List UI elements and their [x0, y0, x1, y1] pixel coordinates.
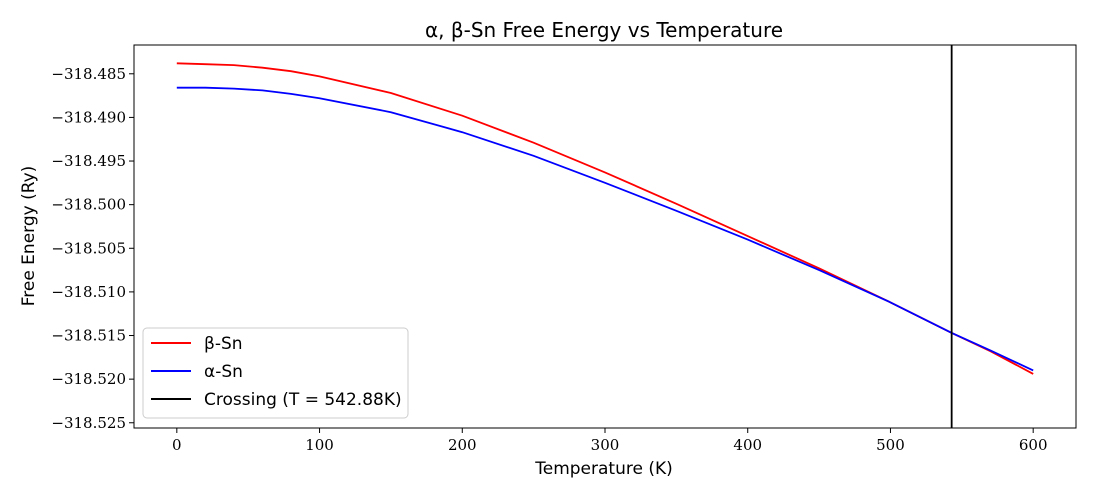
y-tick-label: −318.510 [51, 283, 126, 301]
y-tick-label: −318.515 [51, 327, 126, 345]
x-tick-label: 200 [448, 436, 477, 454]
x-tick-label: 0 [172, 436, 182, 454]
y-tick-label: −318.525 [51, 414, 126, 432]
series-line-alpha-sn [176, 86, 1034, 372]
legend-label-beta: β-Sn [204, 334, 243, 354]
y-axis-title: Free Energy (Ry) [19, 166, 39, 307]
y-tick-label: −318.490 [51, 108, 126, 126]
legend-label-crossing: Crossing (T = 542.88K) [204, 390, 402, 410]
y-tick-label: −318.520 [51, 370, 126, 388]
x-axis-title: Temperature (K) [534, 459, 673, 479]
x-tick-label: 400 [733, 436, 762, 454]
plot-frame [133, 44, 1077, 429]
legend-label-alpha: α-Sn [204, 362, 243, 382]
y-tick-label: −318.500 [51, 196, 126, 214]
x-tick-label: 500 [876, 436, 905, 454]
y-tick-label: −318.495 [51, 152, 126, 170]
legend: β-Sn α-Sn Crossing (T = 542.88K) [142, 327, 409, 419]
x-tick-label: 100 [305, 436, 334, 454]
legend-box [142, 327, 409, 419]
y-tick-label: −318.505 [51, 239, 126, 257]
x-tick-label: 600 [1019, 436, 1048, 454]
chart-title: α, β-Sn Free Energy vs Temperature [425, 18, 783, 42]
y-tick-label: −318.485 [51, 65, 126, 83]
series-line-beta-sn [176, 62, 1034, 375]
x-tick-label: 300 [591, 436, 620, 454]
